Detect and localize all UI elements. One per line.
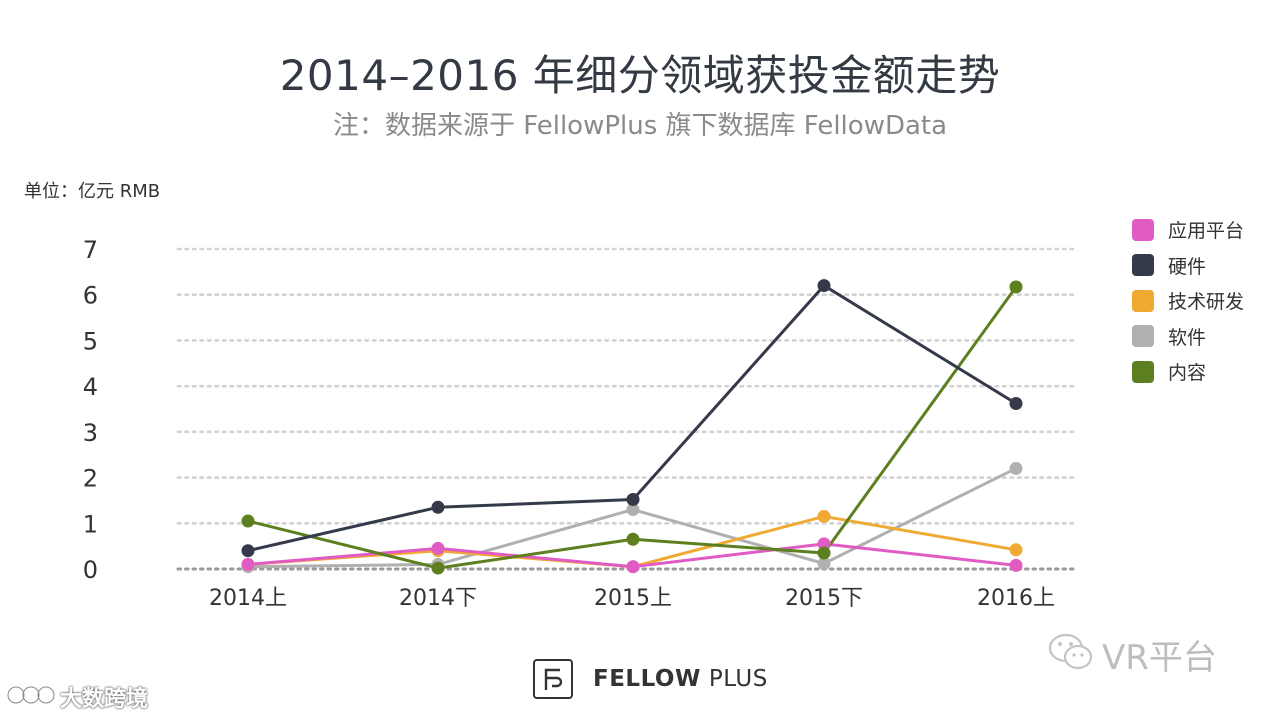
data-point [241,514,255,528]
data-point [817,557,831,571]
legend-item: 应用平台 [1132,212,1244,248]
chart-subtitle: 注：数据来源于 FellowPlus 旗下数据库 FellowData [332,111,948,141]
brand-name: FELLOW [593,665,701,692]
x-tick-label: 2014下 [399,586,477,611]
data-point [1009,543,1023,557]
legend-swatch [1132,254,1154,277]
x-tick-label: 2015上 [594,586,672,611]
legend-label: 软件 [1168,326,1207,349]
y-tick-label: 1 [83,510,98,538]
x-tick-label: 2016上 [977,586,1055,611]
data-point [626,532,640,546]
data-point [1009,280,1023,294]
data-point [817,546,831,560]
y-tick-label: 5 [83,327,98,355]
data-point [626,493,640,507]
legend-label: 内容 [1168,362,1207,385]
data-point [431,541,445,555]
y-tick-label: 7 [83,236,98,264]
data-point [817,537,831,551]
data-point [626,503,640,517]
wechat-watermark: VR平台 [1048,630,1217,678]
data-point [431,561,445,575]
y-tick-label: 2 [83,465,98,493]
legend-swatch [1132,289,1154,312]
data-point [626,560,640,574]
x-tick-label: 2014上 [209,586,287,611]
legend-label: 应用平台 [1168,220,1245,243]
y-tick-label: 4 [83,373,98,401]
data-point [241,544,255,558]
legend-item: 内容 [1132,354,1244,390]
y-unit-label: 单位：亿元 RMB [24,181,161,202]
y-tick-label: 6 [83,282,98,310]
legend-item: 软件 [1132,319,1244,355]
y-tick-label: 0 [83,556,98,584]
chart-title: 2014–2016 年细分领域获投金额走势 [279,51,1001,100]
watermark-logo-icon [6,682,56,712]
legend-swatch [1132,325,1154,348]
y-tick-label: 3 [83,419,98,447]
watermark-right-text: VR平台 [1102,637,1217,678]
data-point [817,509,831,523]
legend-label: 技术研发 [1168,291,1245,314]
legend-label: 硬件 [1168,255,1207,278]
legend-swatch [1132,360,1154,383]
wechat-icon [1048,632,1094,676]
data-point [241,557,255,571]
brand-suffix: PLUS [708,665,768,692]
data-point [1009,397,1023,411]
data-point [1009,461,1023,475]
brand-footer: FELLOW PLUS [533,657,768,700]
data-point [1009,558,1023,572]
fellowplus-logo-icon [533,658,573,699]
legend-item: 硬件 [1132,248,1244,284]
source-watermark: 大数跨境 [6,680,148,714]
legend-swatch [1132,218,1154,241]
data-point [431,500,445,514]
legend-item: 技术研发 [1132,283,1244,319]
x-tick-label: 2015下 [785,586,863,611]
chart-legend: 应用平台硬件技术研发软件内容 [1132,212,1244,390]
data-point [817,279,831,293]
watermark-left-text: 大数跨境 [60,687,149,712]
